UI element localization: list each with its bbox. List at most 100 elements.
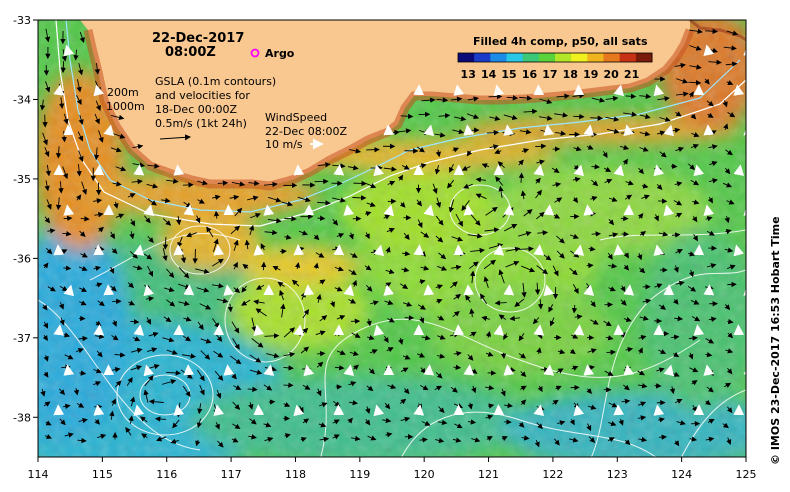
velocity-arrow	[318, 422, 327, 428]
wind-arrow	[653, 244, 665, 256]
velocity-arrow	[481, 315, 490, 322]
velocity-arrow	[146, 183, 159, 189]
velocity-arrow	[726, 199, 735, 205]
wind-arrow	[173, 244, 185, 256]
velocity-arrow	[689, 28, 703, 34]
velocity-arrow	[552, 182, 562, 188]
velocity-arrow	[126, 377, 133, 386]
wind-line-1: WindSpeed	[265, 111, 327, 124]
velocity-arrow	[398, 128, 412, 134]
velocity-arrow	[534, 439, 540, 448]
velocity-arrow	[569, 267, 578, 276]
velocity-arrow	[727, 111, 736, 118]
velocity-arrow	[639, 113, 651, 120]
velocity-arrow	[277, 281, 285, 287]
velocity-arrow	[450, 281, 458, 289]
velocity-arrow	[590, 319, 599, 325]
velocity-arrow	[705, 28, 718, 34]
depth-200-label: 200m	[107, 86, 139, 99]
velocity-arrow	[450, 386, 458, 393]
velocity-arrow	[521, 282, 527, 298]
velocity-arrow	[726, 437, 732, 445]
wind-arrow	[223, 364, 235, 376]
velocity-arrow	[43, 355, 49, 362]
velocity-arrow	[249, 354, 262, 363]
velocity-arrow	[368, 368, 376, 375]
velocity-arrow	[520, 399, 527, 406]
velocity-arrow	[607, 437, 615, 443]
velocity-arrow	[625, 93, 637, 99]
velocity-arrow	[294, 262, 301, 270]
velocity-arrow	[656, 367, 665, 373]
wind-arrow	[503, 364, 515, 376]
velocity-arrow	[76, 164, 82, 177]
velocity-arrow	[436, 97, 449, 103]
velocity-arrow	[602, 151, 608, 159]
velocity-arrow	[181, 353, 197, 359]
velocity-arrow	[73, 49, 79, 61]
velocity-arrow	[673, 298, 679, 305]
velocity-arrow	[519, 246, 534, 252]
velocity-arrow	[487, 403, 495, 409]
velocity-arrow	[47, 286, 56, 292]
velocity-arrow	[302, 366, 311, 372]
velocity-arrow	[691, 380, 698, 386]
velocity-arrow	[432, 183, 438, 194]
velocity-arrow	[125, 426, 132, 436]
velocity-arrow	[172, 419, 180, 429]
velocity-arrow	[454, 423, 463, 429]
velocity-arrow	[656, 183, 663, 191]
velocity-arrow	[80, 216, 90, 222]
velocity-arrow	[76, 95, 82, 106]
velocity-arrow	[690, 179, 700, 186]
x-tick-label: 123	[607, 468, 628, 481]
velocity-arrow	[586, 388, 592, 395]
velocity-arrow	[197, 180, 208, 186]
wind-arrow	[183, 284, 195, 296]
velocity-arrow	[471, 385, 477, 394]
velocity-arrow	[111, 398, 116, 406]
gsla-line-1: GSLA (0.1m contours)	[155, 75, 276, 88]
wind-line-3: 10 m/s	[265, 138, 303, 151]
colorbar-ticks: 13 14 15 16 17 18 19 20 21	[461, 68, 640, 81]
velocity-arrow	[674, 62, 686, 69]
velocity-arrow	[466, 113, 480, 120]
velocity-arrow	[44, 216, 51, 224]
velocity-arrow	[722, 422, 729, 429]
velocity-arrow	[300, 436, 307, 443]
velocity-arrow	[549, 317, 555, 327]
velocity-arrow	[255, 284, 265, 290]
velocity-arrow	[42, 114, 48, 128]
velocity-arrow	[212, 258, 224, 267]
velocity-arrow	[78, 150, 84, 162]
velocity-arrow	[417, 352, 426, 358]
wind-arrow	[613, 164, 625, 177]
velocity-arrow	[727, 264, 736, 270]
depth-legend: 200m 1000m	[106, 86, 145, 113]
colorbar-swatch	[555, 53, 572, 62]
velocity-arrow	[673, 315, 684, 322]
wind-arrow	[143, 284, 155, 297]
velocity-arrow	[241, 285, 247, 293]
velocity-arrow	[574, 314, 583, 320]
wind-arrow	[253, 244, 265, 256]
velocity-arrow	[317, 200, 331, 206]
velocity-arrow	[475, 193, 487, 200]
velocity-arrow	[264, 436, 274, 443]
velocity-arrow	[130, 318, 140, 325]
velocity-arrow	[722, 182, 732, 188]
velocity-arrow	[367, 435, 377, 441]
x-tick-label: 124	[671, 468, 692, 481]
velocity-arrow	[586, 262, 594, 269]
velocity-arrow	[726, 368, 733, 375]
velocity-arrow	[281, 201, 293, 207]
velocity-arrow	[248, 180, 260, 186]
colorbar: Filled 4h comp, p50, all sats 13 14 15 16 17…	[457, 35, 653, 81]
velocity-arrow	[674, 398, 683, 404]
velocity-arrow	[605, 335, 614, 341]
velocity-arrow	[536, 265, 549, 275]
velocity-arrow	[571, 333, 579, 339]
velocity-arrow	[302, 384, 311, 390]
velocity-arrow	[58, 388, 66, 396]
velocity-arrow	[77, 63, 84, 76]
